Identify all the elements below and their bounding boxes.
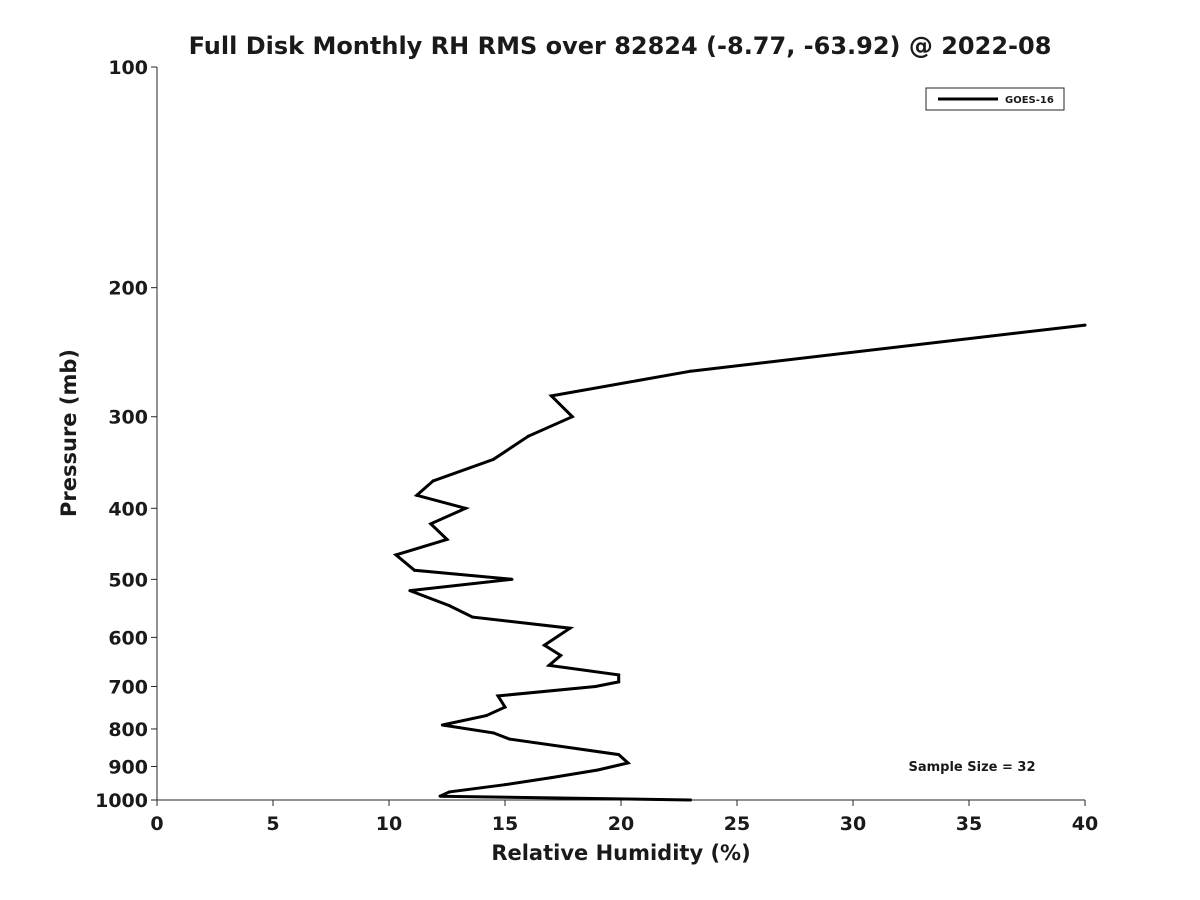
y-tick-label: 900: [108, 756, 148, 778]
data-point: [408, 589, 412, 593]
data-point: [617, 753, 621, 757]
sample-size-annotation: Sample Size = 32: [908, 760, 1035, 775]
x-tick-label: 10: [376, 813, 402, 835]
data-point: [491, 457, 495, 461]
data-point: [415, 493, 419, 497]
data-point: [413, 568, 417, 572]
x-tick-label: 25: [724, 813, 750, 835]
x-tick-label: 20: [608, 813, 634, 835]
y-tick-label: 200: [108, 278, 148, 300]
x-tick-label: 30: [840, 813, 866, 835]
data-point: [496, 694, 500, 698]
y-tick-label: 800: [108, 719, 148, 741]
data-point: [447, 790, 451, 794]
data-point: [503, 783, 507, 787]
y-tick-label: 300: [108, 407, 148, 429]
data-point: [617, 680, 621, 684]
y-tick-label: 400: [108, 498, 148, 520]
data-point: [510, 577, 514, 581]
data-point: [431, 479, 435, 483]
data-point: [547, 663, 551, 667]
data-point: [526, 434, 530, 438]
series-line-goes-16: [392, 323, 1086, 802]
data-point: [549, 776, 553, 780]
data-point: [549, 394, 553, 398]
data-point: [464, 506, 468, 510]
chart-title: Full Disk Monthly RH RMS over 82824 (-8.…: [189, 32, 1052, 60]
x-tick-label: 5: [266, 813, 279, 835]
data-point: [508, 737, 512, 741]
x-axis-label: Relative Humidity (%): [491, 841, 750, 865]
data-point: [445, 537, 449, 541]
y-axis-label: Pressure (mb): [57, 349, 81, 517]
y-tick-label: 1000: [95, 790, 148, 812]
data-point: [1083, 323, 1087, 327]
x-tick-label: 15: [492, 813, 518, 835]
data-point: [438, 794, 442, 798]
data-point: [484, 714, 488, 718]
data-point: [596, 768, 600, 772]
series-points: [394, 323, 1087, 802]
y-tick-label: 600: [108, 627, 148, 649]
data-point: [542, 643, 546, 647]
data-point: [447, 604, 451, 608]
legend: GOES-16: [925, 87, 1065, 111]
y-tick-label: 700: [108, 676, 148, 698]
data-point: [471, 615, 475, 619]
x-tick-label: 40: [1072, 813, 1098, 835]
y-tick-label: 500: [108, 569, 148, 591]
plot-axes: [156, 67, 1085, 801]
data-point: [429, 522, 433, 526]
data-point: [440, 723, 444, 727]
data-point: [689, 798, 693, 802]
legend-entry-goes-16: GOES-16: [1005, 95, 1054, 106]
data-point: [559, 653, 563, 657]
data-point: [570, 415, 574, 419]
y-axis-ticks: 100 200 300 400 500 600 700 800 900 1000: [95, 57, 157, 812]
data-point: [394, 553, 398, 557]
x-tick-label: 35: [956, 813, 982, 835]
x-tick-label: 0: [150, 813, 163, 835]
x-axis-ticks: 0 5 10 15 20 25 30 35 40: [150, 800, 1098, 835]
data-point: [503, 705, 507, 709]
data-point: [689, 369, 693, 373]
data-point: [617, 673, 621, 677]
data-point: [568, 626, 572, 630]
data-point: [491, 731, 495, 735]
data-point: [626, 761, 630, 765]
y-tick-label: 100: [108, 57, 148, 79]
data-point: [593, 684, 597, 688]
